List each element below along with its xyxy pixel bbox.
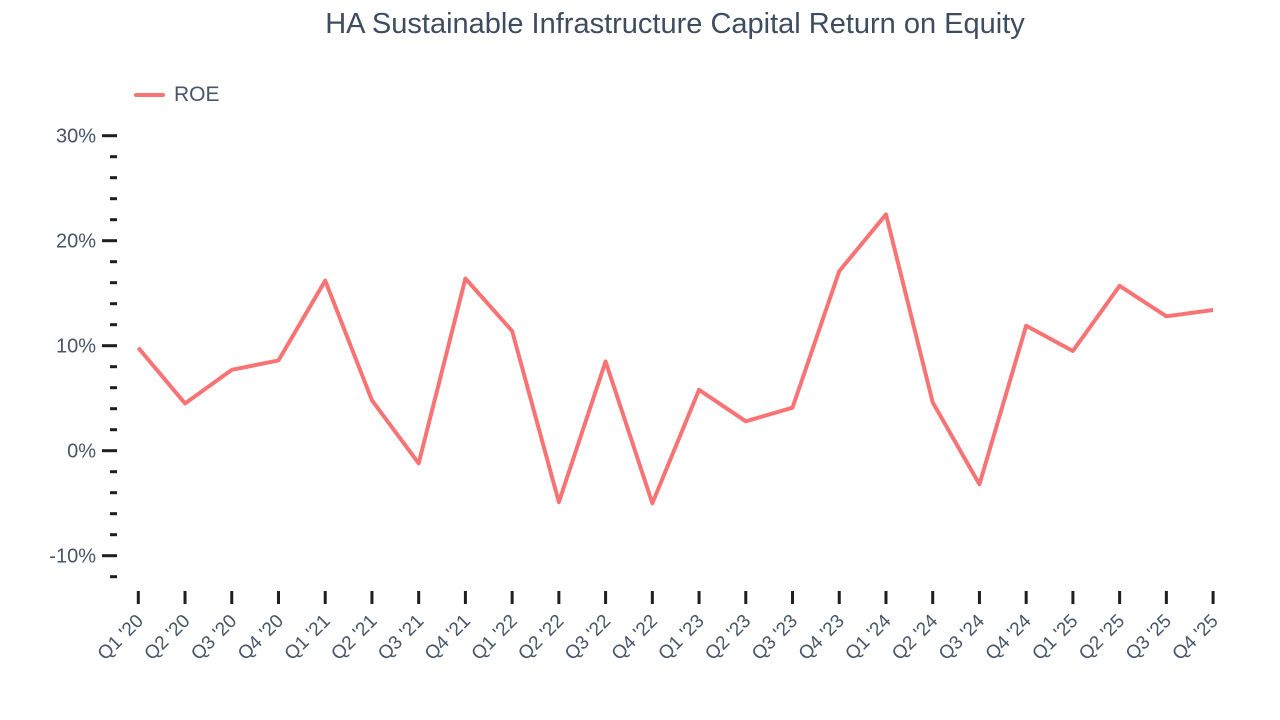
legend-roe-label[interactable]: ROE <box>174 83 220 106</box>
y-axis-minor-tick <box>110 491 117 495</box>
x-axis-tick-label: Q3 '25 <box>1122 611 1176 665</box>
x-axis-tick <box>744 591 748 604</box>
x-axis-tick-label: Q3 '23 <box>748 611 802 665</box>
x-axis-tick-label: Q1 '20 <box>94 611 148 665</box>
x-axis-tick <box>1024 591 1028 604</box>
x-axis-tick-label: Q2 '20 <box>141 611 195 665</box>
y-axis-minor-tick <box>110 197 117 201</box>
x-axis-tick-label: Q2 '25 <box>1075 611 1129 665</box>
x-axis-tick-label: Q1 '24 <box>841 610 895 664</box>
x-axis-tick <box>557 591 561 604</box>
x-axis-tick-label: Q4 '24 <box>982 610 1036 664</box>
x-axis-tick <box>977 591 981 604</box>
legend: ROE <box>134 83 220 107</box>
y-axis-minor-tick <box>110 386 117 390</box>
x-axis-tick <box>604 591 608 604</box>
y-axis-tick-label: 20% <box>56 231 96 253</box>
x-axis-tick-label: Q4 '22 <box>608 611 662 665</box>
y-axis-tick-label: 10% <box>56 336 96 358</box>
x-axis-tick <box>370 591 374 604</box>
x-axis-tick <box>931 591 935 604</box>
x-axis-tick <box>884 591 888 604</box>
y-axis-minor-tick <box>110 176 117 180</box>
roe-series-line <box>136 212 1214 506</box>
x-axis-tick-label: Q1 '21 <box>281 611 335 665</box>
y-axis-minor-tick <box>110 365 117 369</box>
x-axis-tick-label: Q3 '22 <box>561 611 615 665</box>
x-axis-tick <box>183 591 187 604</box>
x-axis-tick-label: Q4 '20 <box>234 611 288 665</box>
y-axis-minor-tick <box>110 470 117 474</box>
y-axis-minor-tick <box>110 218 117 222</box>
y-axis-minor-tick <box>110 302 117 306</box>
y-axis-minor-tick <box>110 428 117 432</box>
x-axis-tick-label: Q1 '22 <box>468 611 522 665</box>
x-axis-tick <box>417 591 421 604</box>
x-axis-tick-label: Q1 '23 <box>655 611 709 665</box>
x-axis-tick-label: Q1 '25 <box>1028 611 1082 665</box>
y-axis-minor-tick <box>110 260 117 264</box>
x-axis-tick <box>1071 591 1075 604</box>
y-axis-minor-tick <box>110 512 117 516</box>
y-axis-major-tick <box>102 449 117 453</box>
x-axis-tick-label: Q3 '20 <box>187 611 241 665</box>
x-axis-tick-label: Q3 '21 <box>374 611 428 665</box>
x-axis-tick-label: Q2 '22 <box>514 611 568 665</box>
x-axis-tick <box>463 591 467 604</box>
x-axis-tick <box>697 591 701 604</box>
x-axis-tick <box>276 591 280 604</box>
y-axis-major-tick <box>102 554 117 558</box>
x-axis-tick <box>323 591 327 604</box>
y-axis-minor-tick <box>110 407 117 411</box>
x-axis-tick <box>230 591 234 604</box>
x-axis-tick-label: Q4 '21 <box>421 611 475 665</box>
legend-roe-swatch <box>134 93 165 97</box>
y-axis-minor-tick <box>110 281 117 285</box>
x-axis-tick <box>1164 591 1168 604</box>
x-axis-tick <box>1211 591 1215 604</box>
y-axis-major-tick <box>102 344 117 348</box>
y-axis-minor-tick <box>110 155 117 159</box>
y-axis-minor-tick <box>110 533 117 537</box>
x-axis-tick-label: Q2 '23 <box>701 611 755 665</box>
x-axis-tick <box>510 591 514 604</box>
x-axis-tick-label: Q2 '24 <box>888 610 942 664</box>
x-axis-tick <box>791 591 795 604</box>
x-axis-tick-label: Q3 '24 <box>935 610 989 664</box>
x-axis-tick <box>136 591 140 604</box>
y-axis-major-tick <box>102 134 117 138</box>
y-axis-tick-label: 30% <box>56 126 96 148</box>
chart-title: HA Sustainable Infrastructure Capital Re… <box>325 8 1025 40</box>
x-axis-tick <box>837 591 841 604</box>
x-axis-tick-label: Q2 '21 <box>327 611 381 665</box>
x-axis-tick <box>1118 591 1122 604</box>
y-axis-minor-tick <box>110 323 117 327</box>
y-axis-major-tick <box>102 239 117 243</box>
x-axis-tick-label: Q4 '23 <box>795 611 849 665</box>
x-axis-tick-label: Q4 '25 <box>1169 611 1223 665</box>
x-axis-tick <box>650 591 654 604</box>
y-axis-tick-label: 0% <box>67 441 96 463</box>
y-axis-minor-tick <box>110 575 117 579</box>
y-axis-tick-label: -10% <box>49 546 96 568</box>
